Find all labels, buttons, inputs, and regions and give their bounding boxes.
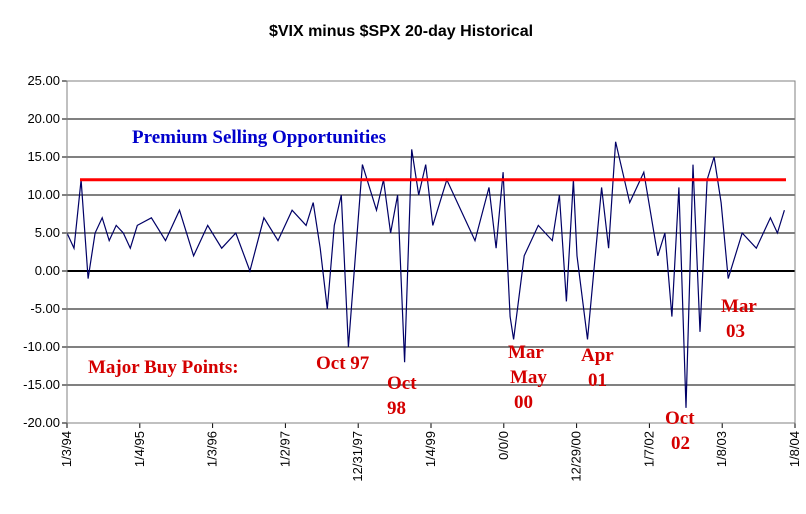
x-tick-label: 1/3/94: [59, 431, 74, 467]
x-tick-label: 1/4/99: [423, 431, 438, 467]
y-tick-label: -20.00: [23, 415, 60, 430]
annotation-apr01-b: 01: [588, 370, 607, 391]
y-axis-ticks: 25.00 20.00 15.00 10.00 5.00 0.00 -5.00 -10.00 -…: [23, 73, 67, 430]
annotation-00: 00: [514, 392, 533, 413]
annotation-major-buy: Major Buy Points:: [88, 357, 239, 378]
y-tick-label: 15.00: [27, 149, 60, 164]
annotation-mar03-b: 03: [726, 321, 745, 342]
annotation-mar00: Mar: [508, 342, 544, 363]
x-tick-label: 12/31/97: [350, 431, 365, 482]
annotation-oct98-a: Oct: [387, 373, 417, 394]
annotation-premium: Premium Selling Opportunities: [132, 127, 386, 148]
x-tick-label: 1/2/97: [277, 431, 292, 467]
x-tick-label: 1/3/96: [205, 431, 220, 467]
annotation-may00: May: [510, 367, 547, 388]
chart-title: $VIX minus $SPX 20-day Historical: [269, 23, 533, 40]
annotation-oct97: Oct 97: [316, 353, 370, 374]
x-tick-label: 1/7/02: [641, 431, 656, 467]
x-tick-label: 1/4/95: [132, 431, 147, 467]
x-tick-label: 0/0/0: [496, 431, 511, 460]
series-line: [66, 141, 785, 408]
y-tick-label: -15.00: [23, 377, 60, 392]
x-tick-label: 12/29/00: [569, 431, 584, 482]
y-tick-label: 25.00: [27, 73, 60, 88]
plot-frame: [66, 80, 796, 424]
annotation-oct02-b: 02: [671, 433, 690, 454]
y-tick-label: 0.00: [35, 263, 60, 278]
y-tick-label: -5.00: [30, 301, 60, 316]
annotation-mar03-a: Mar: [721, 296, 757, 317]
y-tick-label: 20.00: [27, 111, 60, 126]
y-tick-label: 10.00: [27, 187, 60, 202]
annotation-oct98-b: 98: [387, 398, 406, 419]
annotation-oct02-a: Oct: [665, 408, 695, 429]
x-axis-ticks: 1/3/94 1/4/95 1/3/96 1/2/97 12/31/97 1/4/99 0/…: [59, 423, 802, 482]
x-tick-label: 1/8/04: [787, 431, 802, 467]
x-tick-label: 1/8/03: [714, 431, 729, 467]
y-tick-label: 5.00: [35, 225, 60, 240]
annotation-apr01-a: Apr: [581, 345, 614, 366]
y-tick-label: -10.00: [23, 339, 60, 354]
